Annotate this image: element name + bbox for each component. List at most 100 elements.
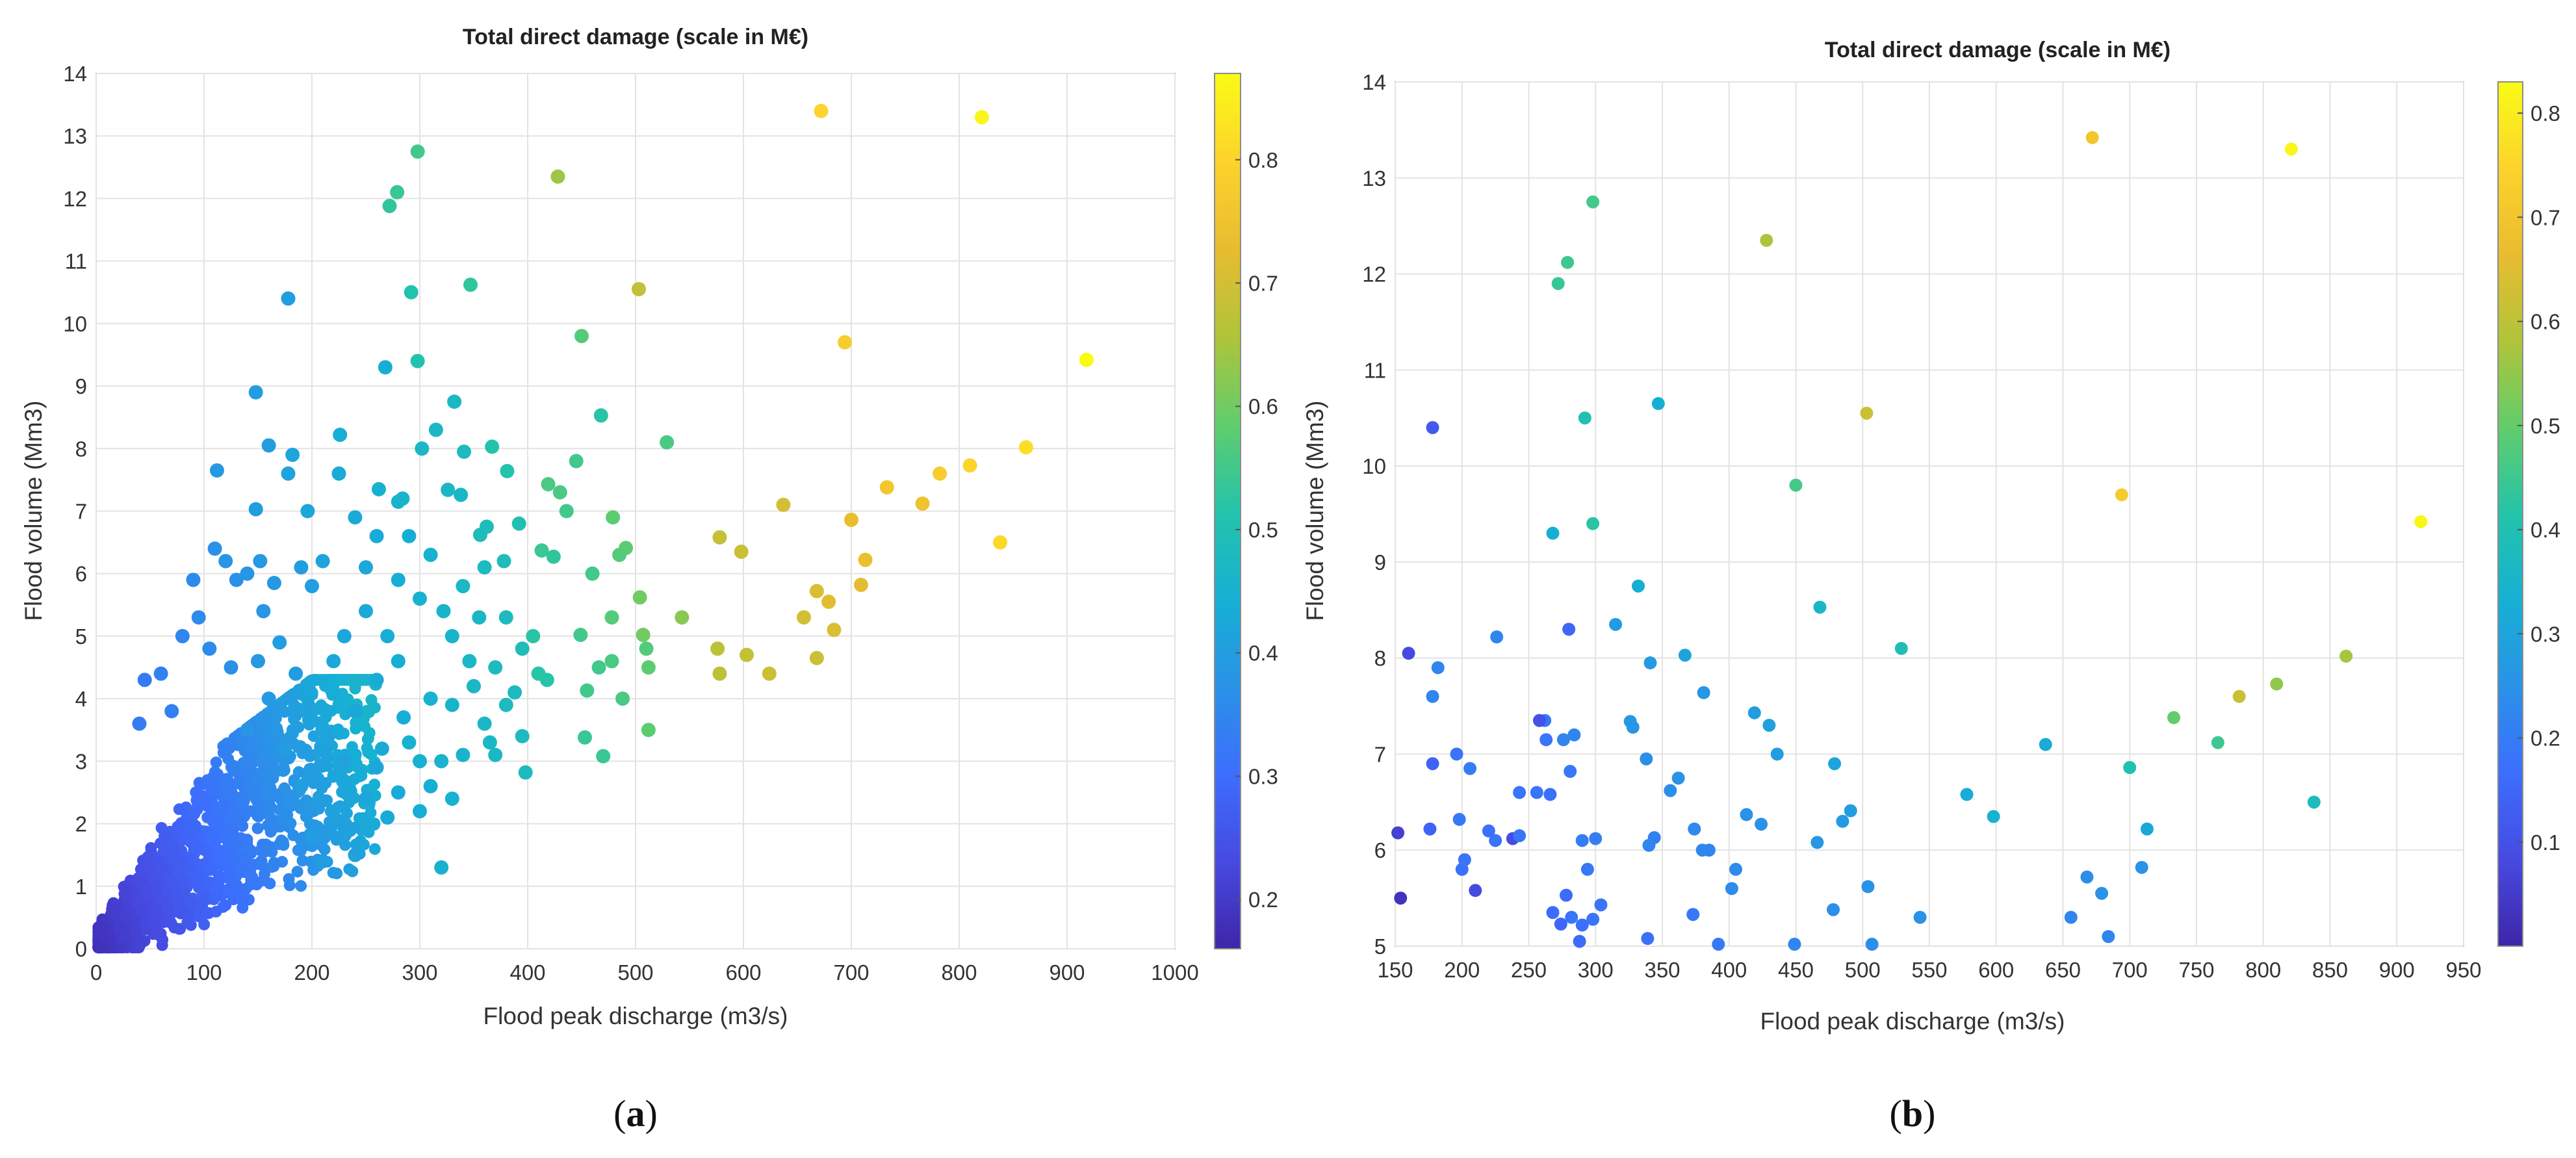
data-point — [327, 866, 339, 879]
data-point — [324, 674, 337, 686]
data-point — [1546, 906, 1560, 920]
data-point — [593, 408, 608, 423]
data-point — [135, 876, 147, 888]
panel-b: Total direct damage (scale in M€) 150 200… — [1302, 38, 2560, 1135]
data-point — [444, 791, 459, 806]
data-point — [776, 497, 791, 512]
colorbar-tick-label: 0.2 — [1248, 888, 1278, 912]
chart-b-colorbar — [2497, 81, 2523, 947]
data-point — [1554, 918, 1567, 931]
data-point — [209, 773, 221, 786]
data-point — [315, 854, 330, 869]
data-point — [463, 277, 478, 292]
data-point — [242, 767, 255, 779]
data-point — [1664, 784, 1677, 797]
data-point — [240, 882, 252, 895]
data-point — [402, 528, 417, 543]
data-point — [550, 169, 565, 184]
data-point — [1740, 808, 1753, 821]
y-tick-label: 12 — [63, 187, 87, 211]
data-point — [2085, 131, 2099, 144]
data-point — [225, 856, 237, 868]
y-tick-label: 11 — [65, 250, 87, 274]
data-point — [192, 868, 204, 881]
chart-b-x-label: Flood peak discharge (m3/s) — [1760, 1008, 2065, 1035]
data-point — [472, 610, 487, 625]
data-point — [207, 541, 222, 556]
panel-a: Total direct damage (scale in M€) 0 100 20… — [20, 25, 1278, 1135]
data-point — [237, 797, 250, 809]
data-point — [326, 689, 339, 701]
data-point — [209, 816, 221, 828]
data-point — [498, 697, 513, 712]
data-point — [380, 628, 395, 643]
data-point — [173, 803, 185, 816]
data-point — [1530, 786, 1543, 799]
data-point — [332, 723, 344, 736]
data-point — [604, 654, 619, 669]
data-point — [337, 628, 352, 643]
data-point — [1641, 932, 1655, 946]
data-point — [222, 818, 235, 830]
data-point — [164, 704, 179, 719]
data-point — [1513, 829, 1526, 843]
data-point — [222, 845, 234, 857]
data-point — [1788, 938, 1801, 951]
y-tick-label: 8 — [75, 437, 87, 461]
data-point — [1810, 836, 1824, 849]
colorbar-tick-label: 0.6 — [2531, 310, 2560, 334]
data-point — [488, 747, 503, 762]
data-point — [573, 628, 588, 643]
data-point — [498, 610, 513, 625]
data-point — [330, 816, 342, 828]
data-point — [1894, 641, 1908, 655]
x-tick-label: 500 — [1845, 958, 1881, 982]
data-point — [313, 803, 326, 815]
data-point — [1789, 478, 1803, 492]
data-point — [1686, 908, 1700, 921]
data-point — [462, 654, 477, 669]
data-point — [326, 654, 341, 669]
data-point — [2039, 738, 2052, 751]
x-tick-label: 850 — [2312, 958, 2348, 982]
data-point — [294, 740, 307, 753]
data-point — [263, 800, 275, 812]
data-point — [552, 485, 567, 500]
data-point — [1546, 526, 1560, 540]
data-point — [142, 851, 154, 863]
data-point — [96, 942, 109, 954]
data-point — [170, 895, 183, 907]
chart-b-points — [1391, 131, 2428, 951]
data-point — [213, 803, 225, 815]
data-point — [796, 610, 811, 625]
data-point — [933, 466, 947, 481]
data-point — [1913, 910, 1927, 924]
x-tick-label: 350 — [1644, 958, 1680, 982]
data-point — [196, 891, 208, 903]
data-point — [257, 838, 269, 851]
data-point — [410, 144, 425, 159]
data-point — [296, 855, 309, 867]
data-point — [202, 641, 217, 656]
data-point — [993, 535, 1008, 550]
data-point — [1431, 661, 1445, 675]
data-point — [222, 753, 235, 765]
data-point — [1643, 656, 1657, 670]
data-point — [456, 578, 470, 593]
data-point — [200, 799, 212, 812]
data-point — [248, 385, 263, 400]
y-tick-label: 11 — [1364, 358, 1386, 382]
data-point — [277, 761, 290, 773]
data-point — [218, 554, 233, 569]
data-point — [838, 335, 853, 350]
data-point — [814, 103, 829, 118]
data-point — [515, 728, 530, 743]
data-point — [337, 754, 352, 769]
data-point — [712, 666, 727, 681]
data-point — [198, 844, 210, 856]
data-point — [346, 865, 359, 877]
data-point — [539, 673, 554, 688]
data-point — [391, 573, 406, 587]
data-point — [415, 441, 430, 456]
colorbar-tick-label: 0.8 — [1248, 148, 1278, 172]
